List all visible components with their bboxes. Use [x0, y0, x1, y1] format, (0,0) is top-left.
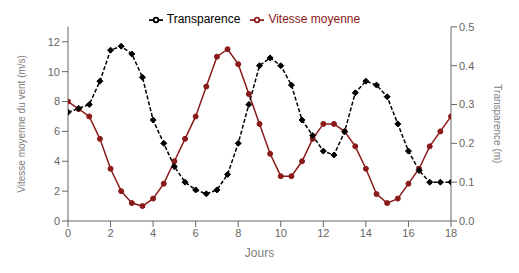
svg-text:10: 10	[48, 66, 60, 78]
svg-text:6: 6	[193, 227, 199, 239]
svg-text:6: 6	[54, 125, 60, 137]
svg-text:0: 0	[65, 227, 71, 239]
svg-text:0.0: 0.0	[459, 215, 474, 227]
svg-text:0.3: 0.3	[459, 98, 474, 110]
svg-text:12: 12	[317, 227, 329, 239]
svg-text:10: 10	[275, 227, 287, 239]
svg-text:0.4: 0.4	[459, 60, 474, 72]
svg-text:14: 14	[360, 227, 372, 239]
svg-text:12: 12	[48, 36, 60, 48]
svg-text:Jours: Jours	[245, 246, 274, 260]
svg-text:8: 8	[235, 227, 241, 239]
svg-text:4: 4	[54, 155, 60, 167]
svg-text:2: 2	[107, 227, 113, 239]
svg-text:4: 4	[150, 227, 156, 239]
html-text:Transparence: Transparence	[166, 12, 241, 26]
svg-text:0.2: 0.2	[459, 137, 474, 149]
svg-text:0.5: 0.5	[459, 21, 474, 33]
html-text:Vitesse moyenne: Vitesse moyenne	[268, 12, 361, 26]
svg-text:0: 0	[54, 215, 60, 227]
svg-text:18: 18	[445, 227, 457, 239]
svg-text:2: 2	[54, 185, 60, 197]
svg-text:Transparence (m): Transparence (m)	[492, 84, 503, 163]
svg-text:0.1: 0.1	[459, 176, 474, 188]
svg-text:16: 16	[402, 227, 414, 239]
svg-text:8: 8	[54, 95, 60, 107]
svg-text:Vitesse moyenne du vent (m/s): Vitesse moyenne du vent (m/s)	[16, 55, 27, 193]
